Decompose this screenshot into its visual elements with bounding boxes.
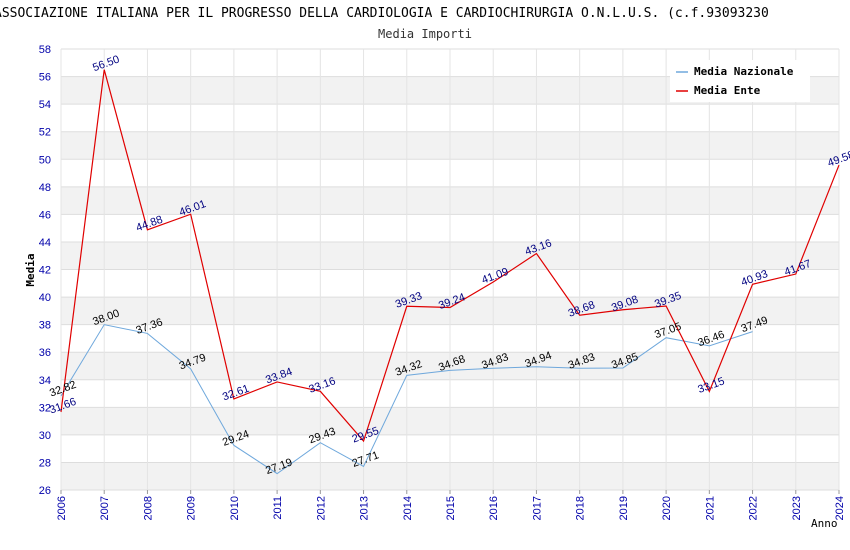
y-tick-label: 54: [39, 99, 51, 111]
x-tick-label: 2006: [56, 496, 68, 520]
y-tick-label: 52: [39, 127, 51, 139]
x-tick-label: 2012: [315, 496, 327, 520]
x-tick-label: 2008: [142, 496, 154, 520]
x-tick-label: 2020: [661, 496, 673, 520]
y-tick-label: 50: [39, 154, 51, 166]
y-tick-label: 42: [39, 265, 51, 277]
x-tick-label: 2009: [186, 496, 198, 520]
plot-background: [60, 48, 840, 491]
x-tick-label: 2014: [402, 496, 414, 520]
y-tick-label: 40: [39, 292, 51, 304]
chart-title: ASSOCIAZIONE ITALIANA PER IL PROGRESSO D…: [0, 6, 769, 21]
x-tick-label: 2019: [618, 496, 630, 520]
x-tick-label: 2007: [99, 496, 111, 520]
series-line-media-nazionale: [60, 324, 753, 475]
legend-label-media-ente: Media Ente: [694, 84, 761, 97]
legend-box: [670, 60, 810, 102]
y-tick-label: 28: [39, 457, 51, 469]
x-axis-title: Anno: [811, 517, 838, 530]
x-tick-label: 2024: [834, 496, 846, 520]
x-tick-label: 2021: [704, 496, 716, 520]
series-lines: [60, 69, 840, 475]
x-tick-label: 2017: [531, 496, 543, 520]
chart-subtitle: Media Importi: [378, 27, 472, 41]
legend-label-media-nazionale: Media Nazionale: [694, 65, 794, 78]
y-tick-label: 56: [39, 72, 51, 84]
x-tick-label: 2023: [791, 496, 803, 520]
legend: Media Nazionale Media Ente: [670, 60, 810, 102]
x-tick-label: 2011: [272, 496, 284, 520]
x-tick-label: 2022: [748, 496, 760, 520]
x-tick-label: 2010: [229, 496, 241, 520]
x-tick-label: 2013: [359, 496, 371, 520]
y-tick-label: 48: [39, 182, 51, 194]
x-tick-label: 2015: [445, 496, 457, 520]
y-tick-label: 26: [39, 485, 51, 497]
y-tick-label: 34: [39, 375, 51, 387]
x-tick-label: 2018: [575, 496, 587, 520]
x-tick-label: 2016: [488, 496, 500, 520]
y-axis-title: Media: [24, 253, 37, 286]
y-tick-label: 32: [39, 402, 51, 414]
series-line-media-ente: [60, 69, 840, 443]
x-axis: 2006 2007 2008 2009 2010 2011 2012 2013 2014 2015…: [56, 490, 846, 520]
y-tick-label: 58: [39, 44, 51, 56]
y-tick-label: 46: [39, 209, 51, 221]
y-tick-label: 44: [39, 237, 51, 249]
y-axis: 26 28 30 32 34 36 38 40 42 44 46 48 50 52 54 56 58: [39, 44, 51, 497]
y-tick-label: 30: [39, 430, 51, 442]
y-tick-label: 36: [39, 347, 51, 359]
y-tick-label: 38: [39, 320, 51, 332]
